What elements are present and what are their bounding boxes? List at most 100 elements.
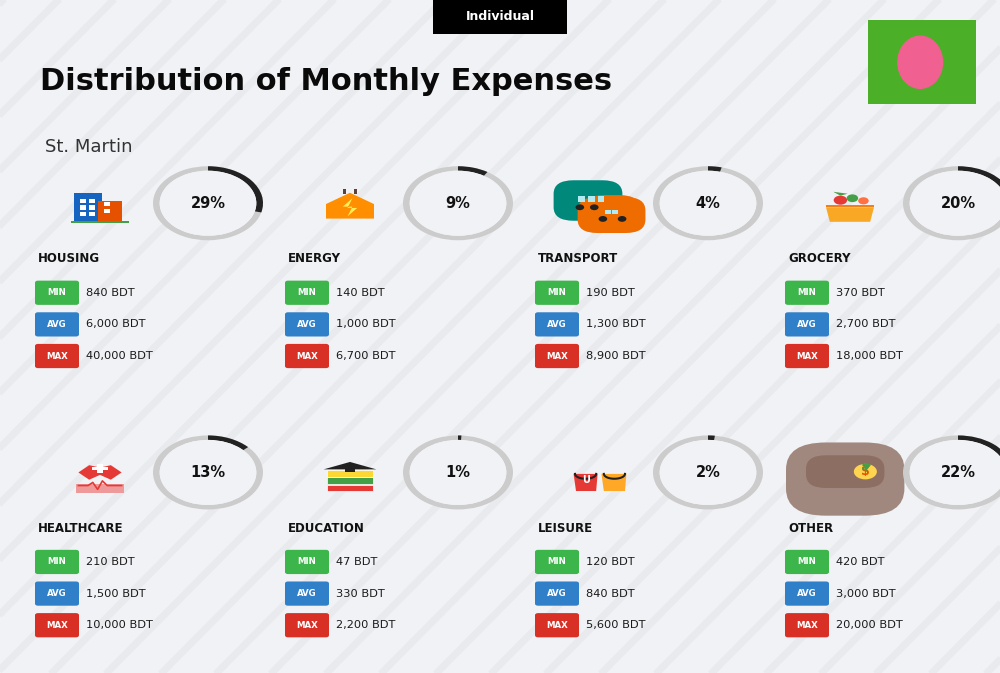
Text: 4%: 4% (696, 196, 720, 211)
Text: MIN: MIN (48, 557, 66, 567)
Wedge shape (403, 166, 513, 240)
Bar (97, 464, 103, 472)
Text: MIN: MIN (798, 557, 816, 567)
Bar (104, 209, 110, 213)
FancyBboxPatch shape (554, 180, 622, 221)
FancyBboxPatch shape (535, 281, 579, 305)
Text: MIN: MIN (548, 557, 566, 567)
Text: HEALTHCARE: HEALTHCARE (38, 522, 124, 534)
Bar (327, 485, 373, 491)
Text: 9%: 9% (446, 196, 470, 211)
Text: Distribution of Monthly Expenses: Distribution of Monthly Expenses (40, 67, 612, 96)
Wedge shape (958, 435, 1000, 466)
Text: AVG: AVG (547, 320, 567, 329)
Wedge shape (708, 166, 722, 172)
Text: MAX: MAX (796, 621, 818, 630)
FancyBboxPatch shape (285, 550, 329, 574)
Bar (345, 468, 355, 472)
Text: MIN: MIN (298, 288, 316, 297)
FancyBboxPatch shape (35, 613, 79, 637)
Bar (104, 202, 110, 207)
Bar (92, 467, 108, 470)
Circle shape (618, 216, 626, 222)
Bar (605, 210, 611, 214)
Text: ENERGY: ENERGY (288, 252, 341, 265)
FancyBboxPatch shape (285, 312, 329, 336)
FancyBboxPatch shape (786, 442, 904, 516)
Wedge shape (458, 435, 461, 440)
Text: GROCERY: GROCERY (788, 252, 850, 265)
Text: 190 BDT: 190 BDT (586, 288, 635, 297)
Bar (327, 470, 373, 476)
Text: AVG: AVG (547, 589, 567, 598)
Polygon shape (326, 192, 374, 219)
Circle shape (160, 171, 256, 236)
Text: 120 BDT: 120 BDT (586, 557, 635, 567)
Circle shape (910, 440, 1000, 505)
FancyBboxPatch shape (35, 581, 79, 606)
Wedge shape (153, 166, 263, 240)
Bar (80, 199, 86, 203)
Wedge shape (653, 166, 763, 240)
Circle shape (847, 194, 858, 202)
Text: MAX: MAX (296, 621, 318, 630)
Bar (327, 477, 373, 484)
Bar (80, 205, 86, 209)
FancyBboxPatch shape (535, 581, 579, 606)
Circle shape (910, 171, 1000, 236)
FancyBboxPatch shape (535, 312, 579, 336)
Text: 18,000 BDT: 18,000 BDT (836, 351, 903, 361)
Text: 370 BDT: 370 BDT (836, 288, 885, 297)
Wedge shape (653, 435, 763, 509)
Text: AVG: AVG (47, 589, 67, 598)
Text: 22%: 22% (941, 465, 976, 480)
Bar (578, 197, 585, 202)
Text: MIN: MIN (548, 288, 566, 297)
Bar (98, 201, 122, 222)
Circle shape (854, 464, 877, 479)
Bar (826, 205, 874, 207)
Text: 330 BDT: 330 BDT (336, 589, 385, 598)
Text: AVG: AVG (797, 320, 817, 329)
Wedge shape (708, 435, 715, 440)
FancyBboxPatch shape (285, 581, 329, 606)
Text: MAX: MAX (296, 351, 318, 361)
Text: 29%: 29% (191, 196, 226, 211)
FancyBboxPatch shape (785, 581, 829, 606)
Text: 2,700 BDT: 2,700 BDT (836, 320, 896, 329)
Bar (74, 192, 102, 222)
Text: TRANSPORT: TRANSPORT (538, 252, 618, 265)
Circle shape (858, 197, 869, 205)
Text: 1,300 BDT: 1,300 BDT (586, 320, 646, 329)
Circle shape (599, 216, 607, 222)
Bar (89, 212, 95, 216)
Bar (588, 197, 595, 202)
Circle shape (834, 196, 847, 205)
FancyBboxPatch shape (285, 613, 329, 637)
FancyBboxPatch shape (535, 613, 579, 637)
FancyBboxPatch shape (785, 550, 829, 574)
Text: $: $ (861, 465, 870, 478)
Bar (598, 197, 604, 202)
Wedge shape (958, 166, 1000, 193)
Polygon shape (343, 199, 357, 216)
Wedge shape (403, 435, 513, 509)
Text: 40,000 BDT: 40,000 BDT (86, 351, 153, 361)
Text: 2%: 2% (696, 465, 720, 480)
Circle shape (660, 440, 756, 505)
FancyBboxPatch shape (785, 344, 829, 368)
Text: MIN: MIN (48, 288, 66, 297)
Text: MAX: MAX (46, 351, 68, 361)
FancyBboxPatch shape (285, 344, 329, 368)
FancyBboxPatch shape (785, 312, 829, 336)
Text: AVG: AVG (297, 589, 317, 598)
Text: St. Martin: St. Martin (45, 138, 132, 156)
Circle shape (898, 36, 943, 88)
Bar (76, 484, 124, 493)
FancyBboxPatch shape (785, 613, 829, 637)
Bar (80, 212, 86, 216)
Text: 6,700 BDT: 6,700 BDT (336, 351, 395, 361)
FancyBboxPatch shape (35, 344, 79, 368)
FancyBboxPatch shape (35, 550, 79, 574)
Text: Individual: Individual (466, 10, 534, 24)
